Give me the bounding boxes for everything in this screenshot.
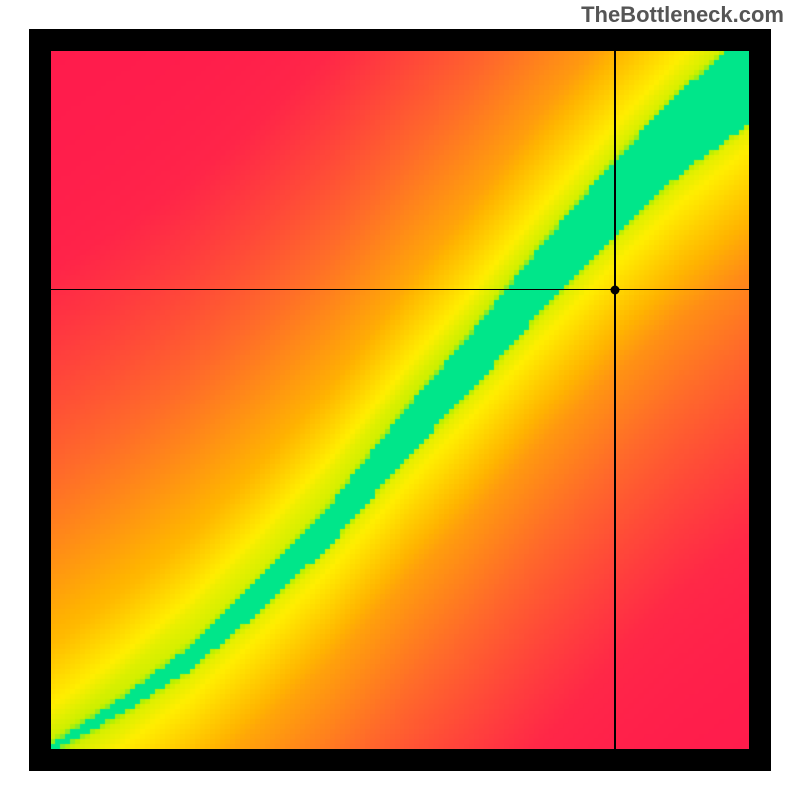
- crosshair-horizontal: [51, 289, 749, 291]
- watermark-text: TheBottleneck.com: [581, 2, 784, 28]
- chart-container: { "watermark": { "text": "TheBottleneck.…: [0, 0, 800, 800]
- crosshair-point: [610, 285, 619, 294]
- bottleneck-heatmap: [51, 51, 749, 749]
- crosshair-vertical: [614, 51, 616, 749]
